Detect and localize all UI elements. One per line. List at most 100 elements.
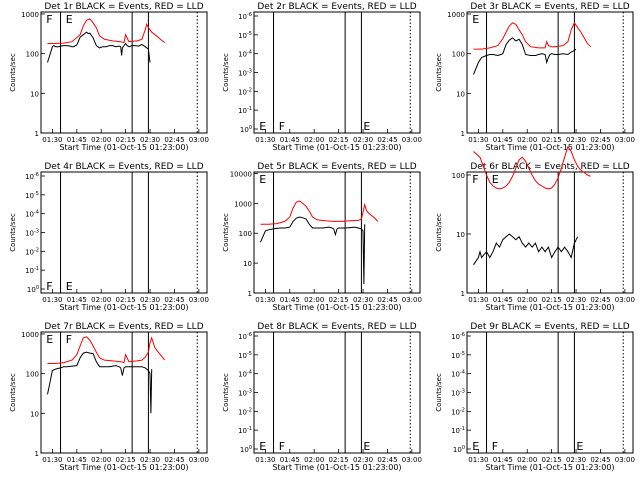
flag-label: E xyxy=(363,120,370,133)
events-series-line xyxy=(47,351,153,414)
flag-label: F xyxy=(492,440,498,453)
y-tick-label: 10 xyxy=(456,90,465,98)
x-tick-label: 02:30 xyxy=(566,136,586,144)
y-axis-label: Counts/sec xyxy=(435,53,443,92)
y-tick-label: 1000 xyxy=(447,11,465,19)
x-tick-label: 02:30 xyxy=(566,456,586,464)
x-tick-label: 02:45 xyxy=(590,456,610,464)
x-tick-label: 02:30 xyxy=(353,296,373,304)
y-tick-label: 10-4 xyxy=(238,50,252,59)
x-tick-label: 02:00 xyxy=(91,296,111,304)
x-axis-label: Start Time (01-Oct-15 01:23:00) xyxy=(59,303,188,312)
x-tick-label: 01:30 xyxy=(42,136,62,144)
x-tick-label: 02:45 xyxy=(377,296,397,304)
y-tick-label: 100 xyxy=(453,445,465,454)
plot-frame xyxy=(40,11,208,134)
x-tick-label: 02:00 xyxy=(304,136,324,144)
flag-label: F xyxy=(279,120,285,133)
x-tick-label: 01:45 xyxy=(67,136,87,144)
y-tick-label: 10-3 xyxy=(25,229,39,238)
y-tick-label: 10-1 xyxy=(238,106,252,115)
y-tick-label: 10-5 xyxy=(451,351,465,360)
x-tick-label: 02:15 xyxy=(116,136,136,144)
x-tick-label: 01:30 xyxy=(468,296,488,304)
plot-frame xyxy=(253,11,421,134)
lld-series-line xyxy=(473,21,592,50)
y-tick-label: 10-4 xyxy=(451,370,465,379)
plot-title: Det 9r BLACK = Events, RED = LLD xyxy=(470,322,629,332)
y-tick-label: 10 xyxy=(456,231,465,239)
x-tick-label: 02:00 xyxy=(517,296,537,304)
x-tick-label: 01:45 xyxy=(280,456,300,464)
x-tick-label: 02:45 xyxy=(164,296,184,304)
y-tick-label: 10-2 xyxy=(238,87,252,96)
x-tick-label: 03:00 xyxy=(189,136,209,144)
x-tick-label: 02:30 xyxy=(140,456,160,464)
y-axis-label: Counts/sec xyxy=(222,213,230,252)
y-axis-label: Counts/sec xyxy=(435,373,443,412)
plot-title: Det 7r BLACK = Events, RED = LLD xyxy=(44,322,203,332)
y-tick-label: 1 xyxy=(35,450,39,458)
x-tick-label: 02:15 xyxy=(329,456,349,464)
x-tick-label: 01:30 xyxy=(255,456,275,464)
plot-det-3: Det 3r BLACK = Events, RED = LLD 1 10 100 10… xyxy=(435,2,635,152)
flag-label: E xyxy=(66,13,73,26)
y-tick-label: 10-5 xyxy=(238,31,252,40)
x-tick-label: 02:45 xyxy=(164,456,184,464)
y-tick-label: 10-2 xyxy=(238,407,252,416)
flag-label: F xyxy=(66,333,72,346)
y-tick-label: 100 xyxy=(240,445,252,454)
y-tick-label: 10-5 xyxy=(238,351,252,360)
y-tick-label: 10 xyxy=(30,90,39,98)
x-tick-label: 03:00 xyxy=(615,136,635,144)
y-tick-label: 1 xyxy=(461,290,465,298)
y-tick-label: 10-5 xyxy=(25,191,39,200)
y-axis-label: Counts/sec xyxy=(9,53,17,92)
x-tick-label: 02:15 xyxy=(329,136,349,144)
x-tick-label: 02:45 xyxy=(590,136,610,144)
y-tick-label: 10-1 xyxy=(25,266,39,275)
flag-label: E xyxy=(363,440,370,453)
plot-title: Det 2r BLACK = Events, RED = LLD xyxy=(257,2,416,12)
x-tick-label: 03:00 xyxy=(615,296,635,304)
flag-label: E xyxy=(46,333,53,346)
x-tick-label: 02:00 xyxy=(91,456,111,464)
events-series-line xyxy=(260,216,366,285)
x-tick-label: 01:30 xyxy=(255,136,275,144)
plot-det-9: Det 9r BLACK = Events, RED = LLD 100 10-1 1… xyxy=(435,322,635,472)
y-tick-label: 100 xyxy=(26,371,39,379)
x-axis-label: Start Time (01-Oct-15 01:23:00) xyxy=(485,303,614,312)
plot-title: Det 4r BLACK = Events, RED = LLD xyxy=(44,162,203,172)
x-tick-label: 01:45 xyxy=(67,456,87,464)
flag-label: E xyxy=(259,120,266,133)
x-axis-label: Start Time (01-Oct-15 01:23:00) xyxy=(272,303,401,312)
events-series-line xyxy=(473,37,577,75)
y-tick-label: 10-3 xyxy=(238,389,252,398)
y-tick-label: 1 xyxy=(35,130,39,138)
x-tick-label: 02:30 xyxy=(353,456,373,464)
x-tick-label: 01:30 xyxy=(42,456,62,464)
y-tick-label: 10-1 xyxy=(451,426,465,435)
x-tick-label: 02:45 xyxy=(590,296,610,304)
y-tick-label: 10-4 xyxy=(25,210,39,219)
lld-series-line xyxy=(47,18,166,44)
plot-frame xyxy=(466,11,634,134)
y-axis-label: Counts/sec xyxy=(222,373,230,412)
y-axis-label: Counts/sec xyxy=(9,213,17,252)
plot-det-8: Det 8r BLACK = Events, RED = LLD 100 10-1 1… xyxy=(222,322,422,472)
y-tick-label: 100 xyxy=(27,285,39,294)
flag-label: F xyxy=(46,280,52,293)
x-tick-label: 03:00 xyxy=(189,296,209,304)
x-tick-label: 02:00 xyxy=(304,456,324,464)
flag-label: F xyxy=(279,440,285,453)
lld-series-line xyxy=(473,145,591,190)
x-tick-label: 02:15 xyxy=(542,456,562,464)
y-tick-label: 10-2 xyxy=(25,247,39,256)
y-tick-label: 10-4 xyxy=(238,370,252,379)
x-tick-label: 02:15 xyxy=(116,456,136,464)
plot-det-4: Det 4r BLACK = Events, RED = LLD 100 10-1 1… xyxy=(9,162,209,312)
x-tick-label: 02:30 xyxy=(566,296,586,304)
x-tick-label: 02:15 xyxy=(542,136,562,144)
x-tick-label: 01:45 xyxy=(493,456,513,464)
plot-title: Det 1r BLACK = Events, RED = LLD xyxy=(44,2,203,12)
